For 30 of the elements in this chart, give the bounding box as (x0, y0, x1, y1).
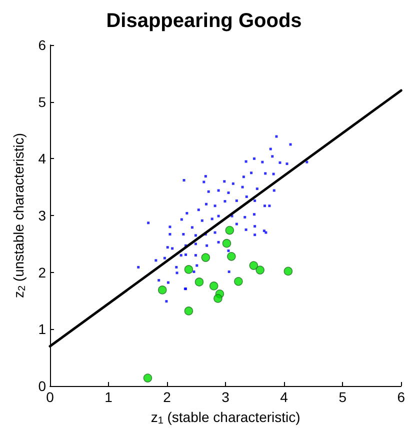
point (184, 265, 194, 274)
point (214, 294, 222, 303)
x-tick-label: 4 (280, 389, 288, 405)
point (158, 286, 167, 294)
chart-title: Disappearing Goods (106, 10, 302, 32)
point (284, 266, 293, 276)
point (194, 278, 204, 286)
y-tick-label: 3 (38, 208, 46, 224)
y-tick-label: 0 (38, 378, 46, 394)
point (184, 306, 194, 316)
point (201, 253, 210, 262)
point (143, 374, 152, 382)
point (234, 277, 243, 286)
y-tick-label: 2 (38, 264, 46, 280)
y-tick-label: 4 (38, 150, 46, 167)
point (256, 266, 264, 274)
y-tick-label: 6 (38, 37, 46, 53)
point (249, 261, 258, 270)
x-tick-label: 3 (222, 389, 230, 405)
point (222, 238, 232, 248)
y-axis-title: z2 (unstable characteristic) (10, 132, 28, 298)
point (209, 282, 218, 290)
point (225, 226, 234, 235)
y-tick-label: 1 (38, 321, 46, 338)
x-tick-label: 6 (397, 389, 406, 405)
x-tick-label: 1 (104, 389, 113, 405)
y-tick-label: 5 (38, 94, 46, 110)
x-tick-label: 2 (163, 389, 172, 405)
x-tick-label: 5 (338, 389, 347, 405)
point (227, 252, 236, 261)
